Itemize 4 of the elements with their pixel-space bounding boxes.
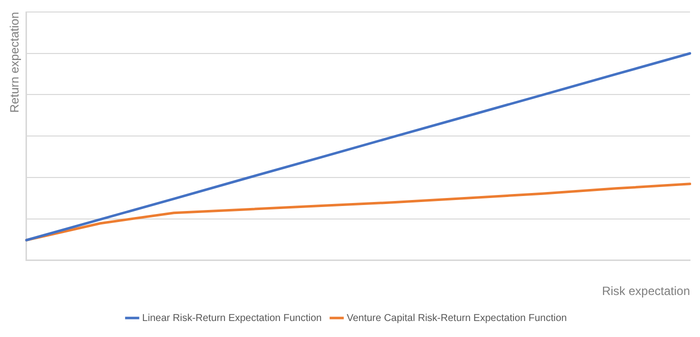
y-axis-title: Return expectation — [8, 12, 22, 113]
legend-label: Linear Risk-Return Expectation Function — [142, 312, 322, 324]
x-axis-title: Risk expectation — [602, 284, 690, 298]
legend-label: Venture Capital Risk-Return Expectation Function — [346, 312, 567, 324]
